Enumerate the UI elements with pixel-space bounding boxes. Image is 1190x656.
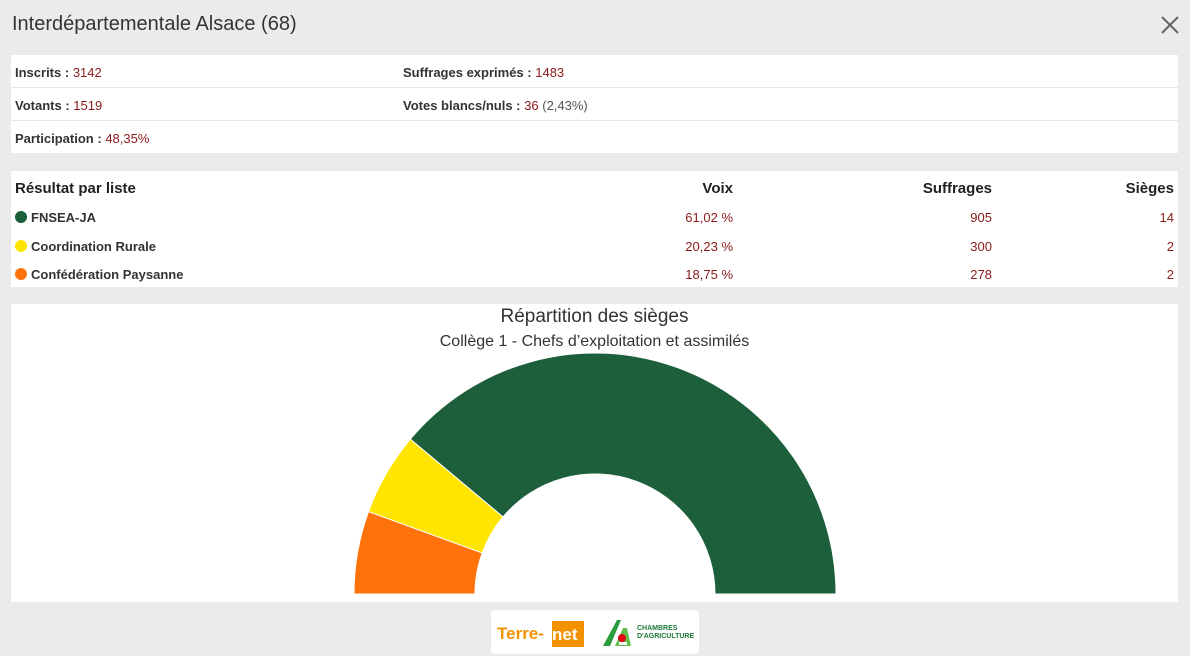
stats-row: Participation : 48,35% — [11, 121, 1178, 153]
seat-chart-panel: Répartition des sièges Collège 1 - Chefs… — [11, 304, 1178, 602]
list-sieges: 2 — [1166, 267, 1174, 282]
results-table: Résultat par liste Voix Suffrages Sièges… — [11, 171, 1178, 287]
list-sieges: 2 — [1166, 238, 1174, 254]
blancs-stat: Votes blancs/nuls : 36 (2,43%) — [403, 98, 588, 113]
color-dot-icon — [15, 211, 27, 223]
terre-net-logo-left: Terre- — [497, 624, 544, 643]
blancs-percent: (2,43%) — [542, 98, 588, 113]
header-suffrages: Suffrages — [922, 180, 992, 197]
chart-slice-fnsea-ja[interactable] — [409, 352, 837, 595]
stats-row: Inscrits : 3142 Suffrages exprimés : 148… — [11, 55, 1178, 88]
dialog-title: Interdépartementale Alsace (68) — [12, 13, 297, 35]
terre-net-logo-right: net — [552, 621, 584, 647]
blancs-label: Votes blancs/nuls : — [403, 98, 521, 113]
list-name-text: Coordination Rurale — [31, 238, 156, 254]
terre-net-logo-right-text: net — [552, 625, 578, 644]
suffrages-stat: Suffrages exprimés : 1483 — [403, 65, 564, 80]
participation-value: 48,35% — [105, 131, 150, 146]
inscrits-value: 3142 — [72, 65, 102, 80]
list-sieges: 14 — [1159, 210, 1174, 225]
stats-panel: Inscrits : 3142 Suffrages exprimés : 148… — [11, 55, 1178, 153]
results-header: Résultat par liste Voix Suffrages Sièges — [11, 171, 1178, 204]
partner-logos: Terre- net CHAMBRES D'AGRICULTURE — [491, 610, 699, 654]
table-row: Coordination Rurale 20,23 % 300 2 — [11, 233, 1178, 262]
chart-subtitle: Collège 1 - Chefs d’exploitation et assi… — [439, 333, 750, 350]
inscrits-stat: Inscrits : 3142 — [15, 65, 102, 80]
chambres-line1: CHAMBRES — [637, 625, 678, 632]
list-name: FNSEA-JA — [15, 210, 96, 225]
blancs-value: 36 — [524, 98, 539, 113]
color-dot-icon — [15, 268, 27, 280]
votants-label: Votants : — [15, 98, 70, 113]
list-name-text: FNSEA-JA — [31, 210, 97, 225]
color-dot-icon — [15, 239, 27, 252]
chart-title: Répartition des sièges — [500, 306, 689, 327]
header-sieges: Sièges — [1125, 180, 1174, 197]
inscrits-label: Inscrits : — [15, 65, 70, 80]
terre-net-logo[interactable]: Terre- net — [497, 621, 584, 647]
header-voix: Voix — [702, 180, 733, 197]
participation-label: Participation : — [15, 131, 102, 146]
list-voix: 18,75 % — [685, 267, 733, 282]
list-suffrages: 278 — [970, 267, 992, 282]
chambres-text: CHAMBRES D'AGRICULTURE — [637, 625, 694, 641]
list-name: Coordination Rurale — [15, 239, 156, 254]
votants-stat: Votants : 1519 — [15, 98, 102, 113]
list-suffrages: 300 — [970, 238, 992, 254]
list-voix: 61,02 % — [685, 210, 733, 225]
table-row: FNSEA-JA 61,02 % 905 14 — [11, 204, 1178, 233]
close-icon[interactable] — [1159, 14, 1181, 36]
header-liste: Résultat par liste — [15, 180, 136, 197]
table-row: Confédération Paysanne 18,75 % 278 2 — [11, 261, 1178, 290]
chambres-agriculture-logo[interactable]: CHAMBRES D'AGRICULTURE — [601, 616, 694, 650]
stats-row: Votants : 1519 Votes blancs/nuls : 36 (2… — [11, 88, 1178, 121]
list-voix: 20,23 % — [685, 238, 733, 254]
list-name-text: Confédération Paysanne — [31, 267, 184, 282]
votants-value: 1519 — [73, 98, 103, 113]
participation-stat: Participation : 48,35% — [15, 131, 149, 146]
suffrages-value: 1483 — [535, 65, 565, 80]
suffrages-label: Suffrages exprimés : — [403, 65, 532, 80]
seat-distribution-chart — [353, 352, 837, 595]
chambres-emblem-icon — [603, 620, 631, 646]
chambres-line2: D'AGRICULTURE — [637, 633, 695, 640]
list-suffrages: 905 — [970, 210, 992, 225]
list-name: Confédération Paysanne — [15, 267, 183, 282]
